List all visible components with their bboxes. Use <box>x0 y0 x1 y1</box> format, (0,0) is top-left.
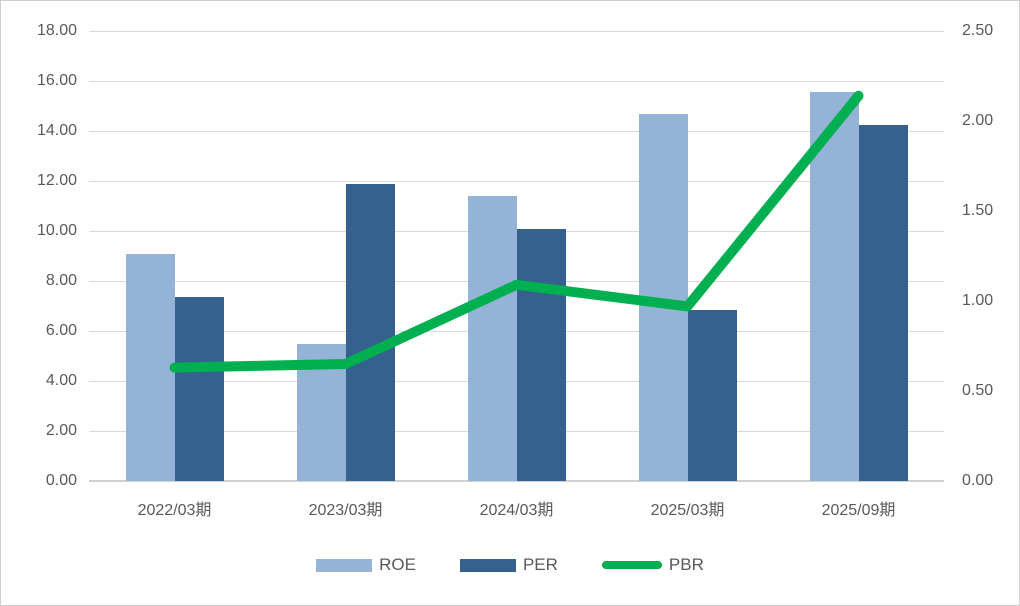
left-axis-tick-label: 0.00 <box>45 472 77 489</box>
right-axis-tick-label: 2.50 <box>962 22 994 39</box>
legend-item-per: PER <box>459 554 558 576</box>
x-axis-category-label: 2025/09期 <box>821 502 896 519</box>
gridline <box>89 81 944 82</box>
x-axis-line <box>89 480 944 482</box>
pbr-swatch-icon <box>601 561 662 569</box>
x-axis-category-label: 2023/03期 <box>308 502 383 519</box>
bar-per <box>687 309 737 481</box>
left-axis-tick-label: 12.00 <box>36 172 77 189</box>
legend-item-roe: ROE <box>316 554 416 576</box>
right-axis-tick-label: 0.00 <box>962 472 994 489</box>
bar-roe <box>638 113 688 481</box>
bar-per <box>345 183 395 481</box>
left-axis-tick-label: 14.00 <box>36 122 77 139</box>
roe-swatch-icon <box>316 558 373 572</box>
x-axis-category-label: 2022/03期 <box>137 502 212 519</box>
x-axis-category-label: 2024/03期 <box>479 502 554 519</box>
legend-label-roe: ROE <box>379 555 416 574</box>
legend: ROE PER PBR <box>1 554 1019 576</box>
left-axis-tick-label: 16.00 <box>36 72 77 89</box>
legend-label-pbr: PBR <box>668 555 704 574</box>
bar-roe <box>809 92 859 481</box>
legend-item-pbr: PBR <box>601 554 704 576</box>
bar-roe <box>467 196 517 481</box>
bar-per <box>858 124 908 481</box>
legend-label-per: PER <box>522 555 558 574</box>
right-axis-tick-label: 0.50 <box>962 382 994 399</box>
bar-roe <box>296 343 346 481</box>
left-axis-tick-label: 2.00 <box>45 422 77 439</box>
per-swatch-icon <box>459 558 516 572</box>
left-axis-tick-label: 4.00 <box>45 372 77 389</box>
bar-per <box>516 228 566 481</box>
left-axis-tick-label: 10.00 <box>36 222 77 239</box>
bar-per <box>174 297 224 481</box>
x-axis-category-label: 2025/03期 <box>650 502 725 519</box>
left-axis-tick-label: 8.00 <box>45 272 77 289</box>
left-axis-tick-label: 6.00 <box>45 322 77 339</box>
right-axis-tick-label: 1.50 <box>962 202 994 219</box>
right-axis-tick-label: 1.00 <box>962 292 994 309</box>
right-axis-tick-label: 2.00 <box>962 112 994 129</box>
gridline <box>89 31 944 32</box>
left-axis-tick-label: 18.00 <box>36 22 77 39</box>
bar-roe <box>125 253 175 481</box>
